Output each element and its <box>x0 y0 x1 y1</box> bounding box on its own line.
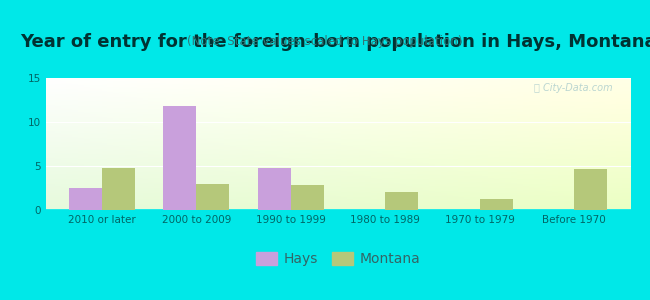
Text: (Note: State values scaled to Hays population): (Note: State values scaled to Hays popul… <box>187 34 463 47</box>
Legend: Hays, Montana: Hays, Montana <box>250 247 426 272</box>
Bar <box>480 200 513 210</box>
Bar <box>291 185 324 210</box>
Bar <box>102 168 135 210</box>
Bar <box>574 169 607 210</box>
Bar <box>258 168 291 210</box>
Text: ⓘ City-Data.com: ⓘ City-Data.com <box>534 83 613 93</box>
Bar <box>196 184 229 210</box>
Bar <box>163 106 196 210</box>
Bar <box>385 192 418 210</box>
Title: Year of entry for the foreign-born population in Hays, Montana: Year of entry for the foreign-born popul… <box>20 33 650 51</box>
Bar <box>69 188 102 210</box>
